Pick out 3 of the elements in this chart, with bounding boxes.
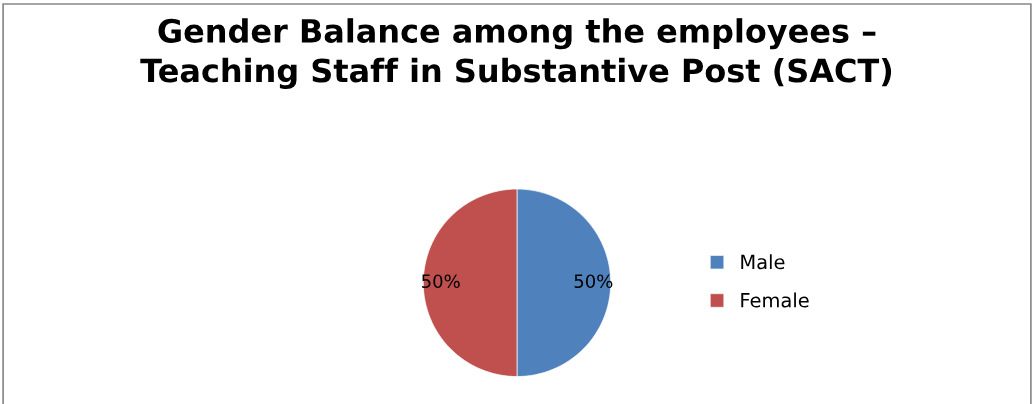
- chart-title: Gender Balance among the employees – Teaching Staff in Substantive Post (SACT): [140, 18, 892, 90]
- legend-label: Female: [741, 292, 809, 308]
- legend-label: Male: [741, 254, 785, 270]
